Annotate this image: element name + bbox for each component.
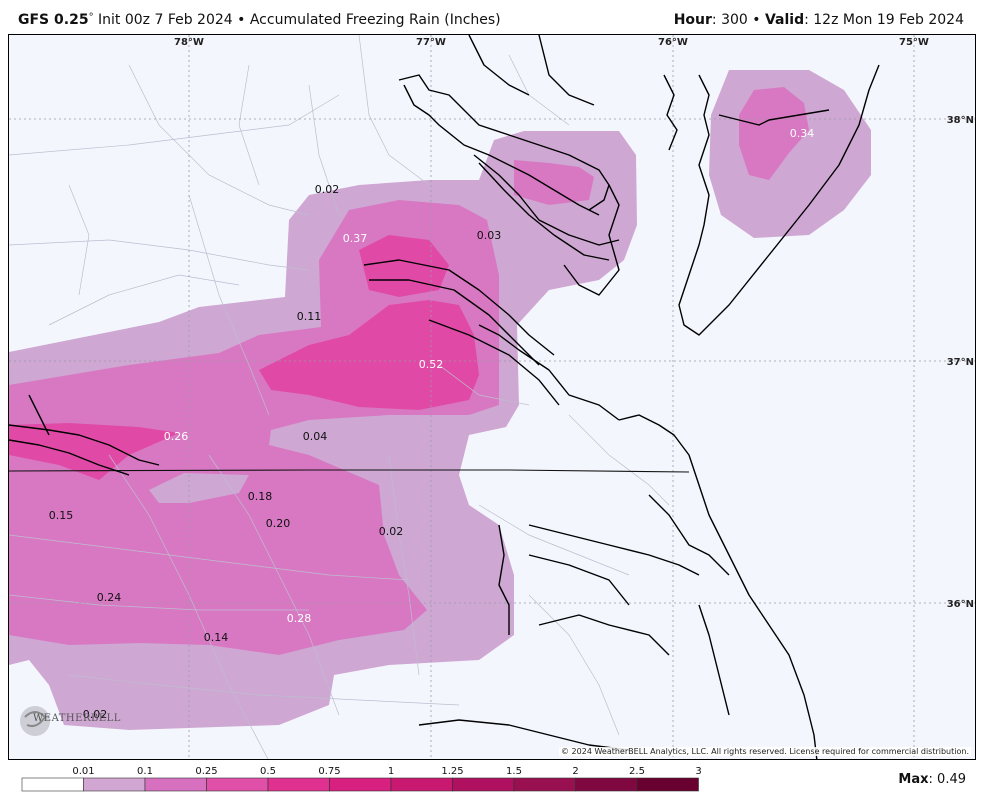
valid-value: : 12z Mon 19 Feb 2024: [804, 12, 964, 28]
value-label: 0.18: [248, 490, 273, 503]
value-labels: 0.34 0.02 0.37 0.03 0.11 0.52 0.26 0.04 …: [49, 127, 815, 721]
hour-label: Hour: [673, 12, 712, 28]
value-label: 0.52: [419, 358, 444, 371]
legend-tick-label: 1.25: [441, 766, 463, 777]
legend-tick-label: 1: [388, 766, 394, 777]
map-panel: 78°W 77°W 76°W 75°W 38°N 37°N 36°N 0.34 …: [8, 34, 976, 760]
value-label: 0.11: [297, 310, 322, 323]
legend-swatch: [390, 777, 453, 792]
weatherbell-logo: WEATHERBELL: [15, 699, 120, 743]
max-label: Max: [898, 772, 929, 787]
legend-tick-label: 0.1: [137, 766, 153, 777]
coastlines: [9, 35, 880, 759]
max-value: : 0.49: [928, 772, 966, 787]
header: GFS 0.25° Init 00z 7 Feb 2024 • Accumula…: [0, 0, 984, 34]
legend-swatch: [452, 777, 515, 792]
precip-mid-shading: [9, 87, 809, 655]
legend-tick-label: 3: [695, 766, 701, 777]
legend-tick-label: 0.25: [195, 766, 217, 777]
legend-swatch: [83, 777, 146, 792]
legend-tick-label: 0.01: [72, 766, 94, 777]
logo-text: WEATHERBELL: [33, 713, 121, 724]
model-name: GFS 0.25: [18, 12, 89, 28]
lon-labels: 78°W 77°W 76°W 75°W: [174, 37, 929, 48]
value-label: 0.02: [379, 525, 404, 538]
value-label: 0.26: [164, 430, 189, 443]
copyright-notice: © 2024 WeatherBELL Analytics, LLC. All r…: [559, 747, 971, 756]
value-label: 0.28: [287, 612, 312, 625]
legend-tick-label: 0.75: [318, 766, 340, 777]
value-label: 0.15: [49, 509, 74, 522]
legend-swatch: [636, 777, 699, 792]
value-label: 0.37: [343, 232, 368, 245]
precip-hole: [149, 473, 249, 503]
max-value-label: Max: 0.49: [898, 772, 966, 787]
legend-tick-label: 2.5: [629, 766, 645, 777]
lat-labels: 38°N 37°N 36°N: [947, 115, 974, 610]
legend-swatch: [206, 777, 269, 792]
value-label: 0.20: [266, 517, 291, 530]
legend-swatch: [513, 777, 576, 792]
legend-colorbar: 0.01 0.1 0.25 0.5 0.75 1 1.25 1.5 2 2.5 3: [21, 766, 702, 792]
legend: 0.01 0.1 0.25 0.5 0.75 1 1.25 1.5 2 2.5 3 Max: 0.4…: [0, 760, 984, 808]
value-label: 0.02: [315, 183, 340, 196]
chart-title: GFS 0.25° Init 00z 7 Feb 2024 • Accumula…: [18, 12, 501, 28]
legend-swatch: [144, 777, 207, 792]
lat-label: 37°N: [947, 357, 974, 368]
valid-time: Hour: 300 • Valid: 12z Mon 19 Feb 2024: [674, 12, 964, 28]
lon-label: 75°W: [899, 37, 929, 48]
hour-value: : 300 •: [711, 12, 765, 28]
legend-swatch: [267, 777, 330, 792]
value-label: 0.02: [83, 708, 108, 721]
value-label: 0.24: [97, 591, 122, 604]
lon-label: 76°W: [658, 37, 688, 48]
value-label: 0.03: [477, 229, 502, 242]
value-label: 0.04: [303, 430, 328, 443]
value-label: 0.14: [204, 631, 229, 644]
logo-swirl-icon: [20, 706, 50, 736]
precip-dark-shading: [9, 235, 479, 480]
legend-tick-label: 2: [572, 766, 578, 777]
lat-label: 38°N: [947, 115, 974, 126]
lon-label: 77°W: [416, 37, 446, 48]
lat-label: 36°N: [947, 599, 974, 610]
lon-label: 78°W: [174, 37, 204, 48]
legend-tick-label: 1.5: [506, 766, 522, 777]
init-and-product: Init 00z 7 Feb 2024 • Accumulated Freezi…: [93, 12, 501, 28]
legend-swatch: [329, 777, 392, 792]
value-label: 0.34: [790, 127, 815, 140]
degree-symbol: °: [88, 12, 94, 23]
legend-swatch: [21, 777, 84, 792]
legend-tick-label: 0.5: [260, 766, 276, 777]
valid-label: Valid: [764, 12, 805, 28]
lat-lon-grid: [9, 35, 975, 759]
state-border: [9, 469, 690, 473]
map-svg: 78°W 77°W 76°W 75°W 38°N 37°N 36°N 0.34 …: [9, 35, 975, 759]
legend-swatch: [575, 777, 638, 792]
